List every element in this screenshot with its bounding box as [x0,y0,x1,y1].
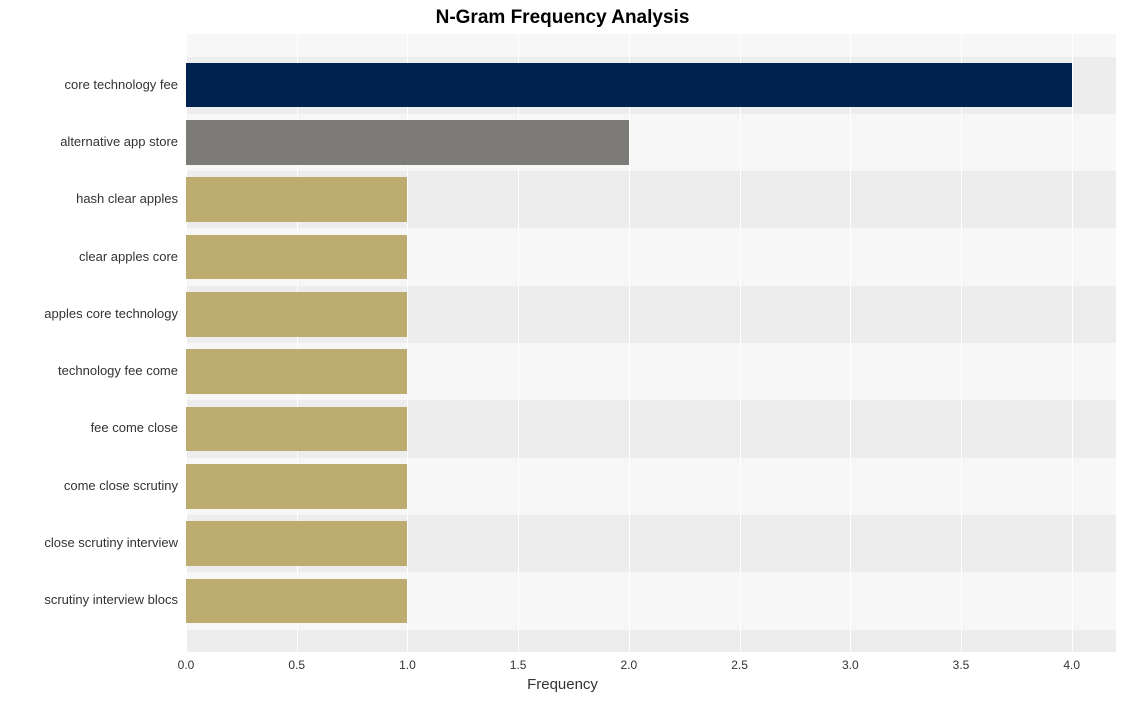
x-gridline [961,34,962,652]
plot-band [186,630,1116,653]
y-tick-label: come close scrutiny [0,478,178,493]
y-tick-label: technology fee come [0,363,178,378]
x-tick-label: 3.5 [953,658,970,672]
x-gridline [629,34,630,652]
y-tick-label: close scrutiny interview [0,535,178,550]
bar [186,349,407,394]
bar [186,407,407,452]
x-gridline [1072,34,1073,652]
x-tick-label: 3.0 [842,658,859,672]
y-tick-label: fee come close [0,420,178,435]
bar [186,579,407,624]
x-tick-label: 0.0 [178,658,195,672]
bar [186,63,1072,108]
x-tick-label: 4.0 [1063,658,1080,672]
y-tick-label: core technology fee [0,77,178,92]
bar [186,235,407,280]
y-tick-label: scrutiny interview blocs [0,592,178,607]
x-tick-label: 1.5 [510,658,527,672]
plot-band [186,34,1116,57]
x-tick-label: 2.5 [731,658,748,672]
y-tick-label: apples core technology [0,306,178,321]
y-tick-label: clear apples core [0,249,178,264]
y-tick-label: alternative app store [0,134,178,149]
bar [186,120,629,165]
chart-title: N-Gram Frequency Analysis [0,7,1125,29]
x-tick-label: 1.0 [399,658,416,672]
bar [186,292,407,337]
x-tick-label: 2.0 [621,658,638,672]
x-tick-label: 0.5 [288,658,305,672]
plot-area [186,34,1116,652]
chart-container: N-Gram Frequency Analysis Frequency core… [0,0,1125,701]
x-gridline [740,34,741,652]
x-gridline [850,34,851,652]
y-tick-label: hash clear apples [0,191,178,206]
bar [186,177,407,222]
bar [186,521,407,566]
x-axis-label: Frequency [0,676,1125,693]
bar [186,464,407,509]
